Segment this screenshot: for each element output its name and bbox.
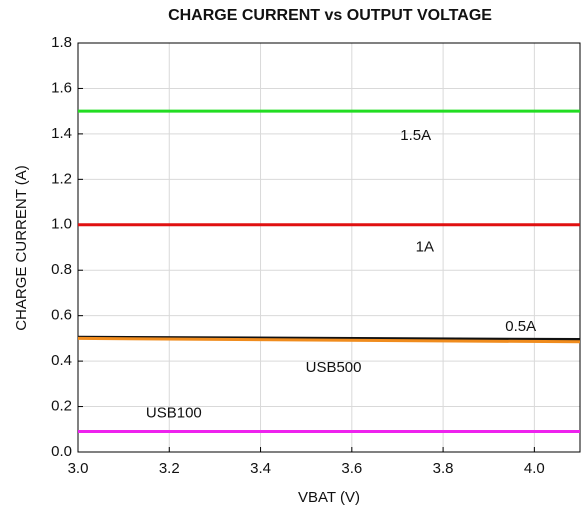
y-tick-label: 0.4	[51, 352, 72, 369]
plot-frame	[77, 42, 581, 453]
x-tick-label: 3.2	[159, 460, 180, 477]
y-tick-label: 1.8	[51, 34, 72, 51]
y-tick-label: 0.6	[51, 307, 72, 324]
series-label: USB500	[306, 359, 362, 376]
chart-title: CHARGE CURRENT vs OUTPUT VOLTAGE	[168, 7, 492, 24]
series-label: 1.5A	[400, 127, 431, 144]
series-label: 0.5A	[505, 318, 536, 335]
y-tick-label: 1.2	[51, 170, 72, 187]
x-tick-label: 3.6	[341, 460, 362, 477]
series-line	[77, 336, 581, 344]
y-tick-label: 0.0	[51, 443, 72, 460]
y-tick-label: 0.2	[51, 398, 72, 415]
y-tick-label: 0.8	[51, 261, 72, 278]
y-tick-label: 1.6	[51, 79, 72, 96]
y-tick-label: 1.4	[51, 125, 72, 142]
x-tick-label: 3.8	[433, 460, 454, 477]
x-tick-label: 3.0	[68, 460, 89, 477]
series-label: 1A	[416, 238, 434, 255]
x-tick-label: 3.4	[250, 460, 271, 477]
x-axis-label: VBAT (V)	[298, 489, 360, 506]
x-tick-label: 4.0	[524, 460, 545, 477]
y-axis-label: CHARGE CURRENT (A)	[13, 165, 30, 331]
y-tick-label: 1.0	[51, 216, 72, 233]
series-label: USB100	[146, 404, 202, 421]
